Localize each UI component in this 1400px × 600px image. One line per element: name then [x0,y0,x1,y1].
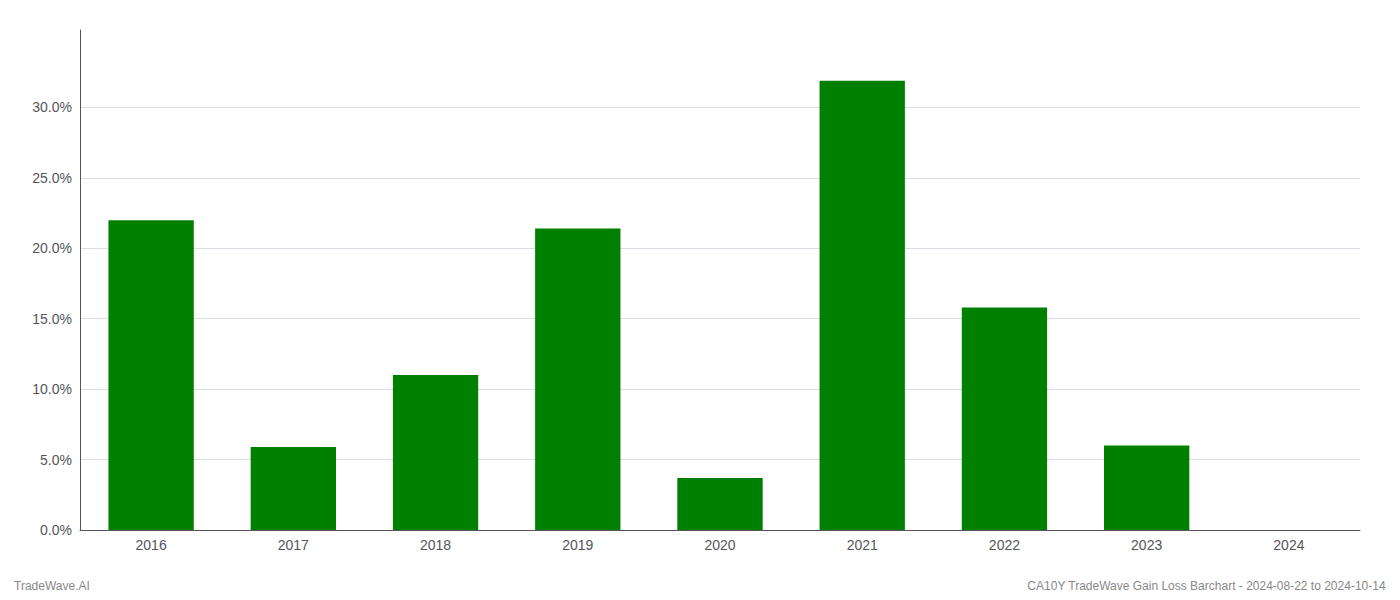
svg-text:CA10Y TradeWave Gain Loss Barc: CA10Y TradeWave Gain Loss Barchart - 202… [1027,579,1386,593]
svg-text:15.0%: 15.0% [32,311,72,327]
svg-text:2019: 2019 [562,537,593,553]
svg-text:2024: 2024 [1273,537,1304,553]
svg-text:TradeWave.AI: TradeWave.AI [14,579,90,593]
svg-text:25.0%: 25.0% [32,170,72,186]
svg-text:30.0%: 30.0% [32,99,72,115]
svg-text:2017: 2017 [278,537,309,553]
svg-text:0.0%: 0.0% [40,522,72,538]
svg-text:10.0%: 10.0% [32,381,72,397]
svg-text:5.0%: 5.0% [40,452,72,468]
svg-text:2021: 2021 [847,537,878,553]
svg-text:20.0%: 20.0% [32,240,72,256]
svg-text:2016: 2016 [136,537,167,553]
svg-text:2023: 2023 [1131,537,1162,553]
svg-text:2018: 2018 [420,537,451,553]
svg-text:2020: 2020 [704,537,735,553]
svg-text:2022: 2022 [989,537,1020,553]
